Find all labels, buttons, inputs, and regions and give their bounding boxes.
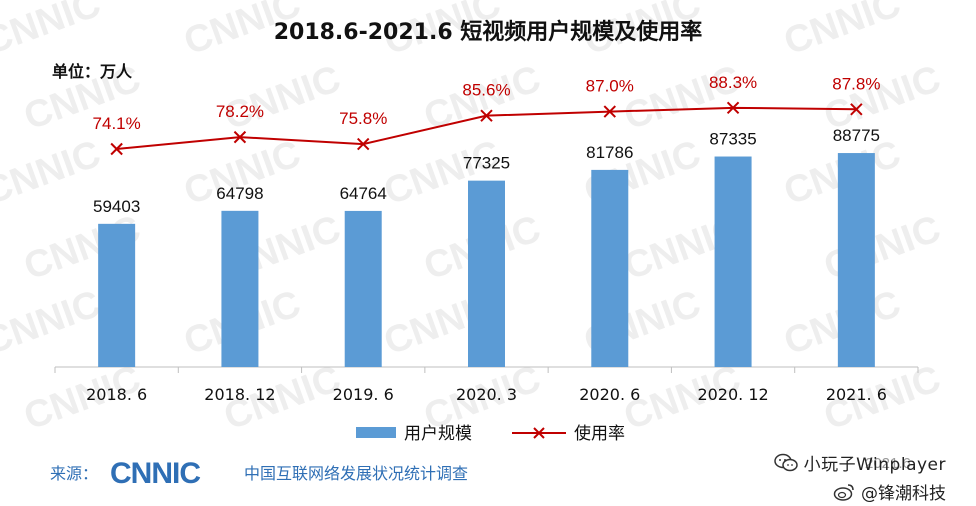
- source-label: 来源：: [50, 464, 99, 483]
- usage-rate-marker: [850, 103, 863, 116]
- weibo-icon: [833, 483, 854, 501]
- watermark-line1: 小玩子Winplayer: [803, 455, 946, 475]
- bg-watermark-text: CNNIC: [0, 133, 106, 214]
- legend-line-label: 使用率: [574, 423, 625, 444]
- usage-rate-marker: [110, 142, 123, 156]
- bar-user-scale: [344, 210, 382, 367]
- x-tick-label: 2018. 6: [86, 385, 147, 404]
- usage-rate-marker: [357, 137, 370, 151]
- x-tick-label: 2021. 6: [826, 385, 887, 404]
- watermark: 小玩子Winplayer @锋潮科技: [773, 450, 946, 504]
- bar-value-label: 87335: [709, 130, 756, 149]
- bg-watermark-text: CNNIC: [819, 208, 946, 289]
- x-tick-label: 2020. 12: [697, 385, 768, 404]
- cnnic-logo: CNNIC: [110, 457, 201, 487]
- bar-user-scale: [591, 169, 629, 367]
- x-tick-label: 2020. 6: [579, 385, 640, 404]
- bar-user-scale: [468, 180, 505, 367]
- usage-rate-label: 88.3%: [709, 73, 757, 92]
- usage-rate-marker: [480, 109, 493, 122]
- wechat-icon: [773, 453, 798, 471]
- bg-watermark-text: CNNIC: [219, 58, 346, 139]
- bg-watermark-text: CNNIC: [0, 283, 106, 364]
- usage-rate-marker: [603, 105, 616, 118]
- bg-watermark-text: CNNIC: [619, 58, 746, 139]
- bar-user-scale: [98, 223, 136, 367]
- bar-value-label: 88775: [833, 126, 880, 145]
- unit-label: 单位：万人: [52, 62, 133, 81]
- x-tick-label: 2020. 3: [456, 385, 517, 404]
- usage-rate-label: 87.0%: [586, 77, 634, 96]
- legend-bar-label: 用户规模: [404, 424, 472, 444]
- x-tick-label: 2018. 12: [204, 385, 275, 404]
- bar-user-scale: [221, 210, 259, 367]
- logo-text: CNNIC: [110, 457, 200, 487]
- usage-rate-label: 85.6%: [462, 81, 510, 100]
- bar-value-label: 59403: [93, 197, 140, 216]
- usage-rate-label: 74.1%: [93, 114, 141, 133]
- bar-value-label: 77325: [463, 154, 510, 173]
- watermark-overlay-date: 2021.6: [865, 455, 911, 472]
- bar-value-label: 64798: [216, 184, 263, 203]
- usage-rate-label: 87.8%: [832, 74, 880, 93]
- source-line: 来源： CNNIC 中国互联网络发展状况统计调查: [50, 455, 468, 489]
- legend-bar-swatch: [356, 427, 396, 438]
- chart-title: 2018.6-2021.6 短视频用户规模及使用率: [273, 20, 703, 45]
- usage-rate-label: 78.2%: [216, 102, 264, 121]
- legend-line-marker: [533, 427, 545, 439]
- usage-rate-marker: [726, 101, 740, 115]
- bar-user-scale: [837, 153, 875, 367]
- org-name: 中国互联网络发展状况统计调查: [244, 464, 469, 483]
- usage-rate-marker: [233, 130, 247, 144]
- x-tick-label: 2019. 6: [333, 385, 394, 404]
- usage-rate-label: 75.8%: [339, 109, 387, 128]
- bar-value-label: 81786: [586, 143, 633, 162]
- bar-user-scale: [714, 156, 752, 367]
- watermark-line2: @锋潮科技: [861, 484, 946, 504]
- bar-value-label: 64764: [340, 184, 387, 203]
